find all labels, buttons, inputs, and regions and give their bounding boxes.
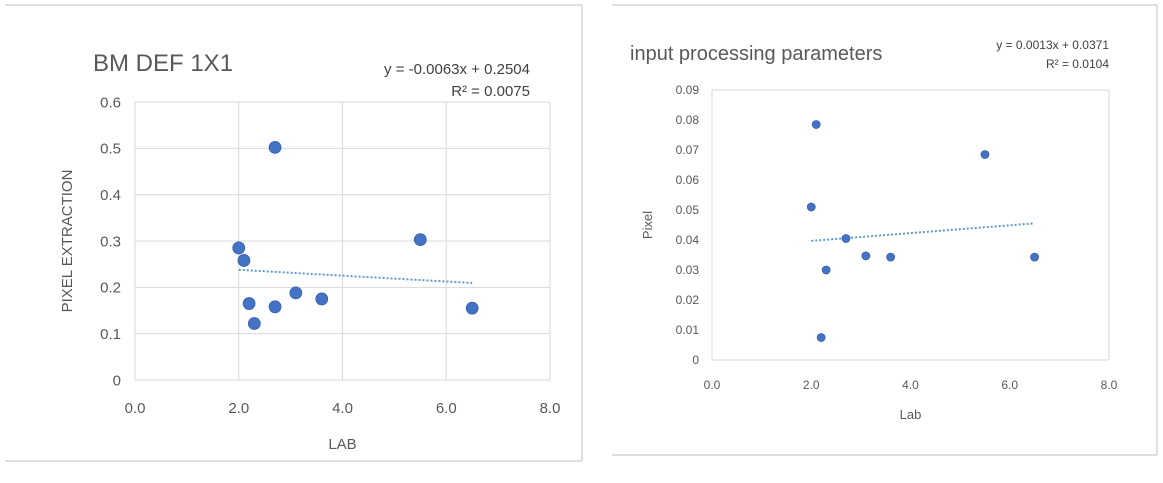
data-point bbox=[247, 317, 261, 330]
x-tick-label: 2.0 bbox=[228, 400, 249, 417]
trendline-equation: y = -0.0063x + 0.2504 bbox=[384, 61, 530, 78]
x-tick-label: 0.0 bbox=[704, 378, 721, 392]
x-tick-label: 6.0 bbox=[1001, 378, 1018, 392]
data-point bbox=[268, 141, 282, 154]
data-point bbox=[315, 292, 329, 306]
scatter-chart-input-processing: 0 0.01 0.02 0.03 0.04 0.05 0.06 0.07 0.08 0.09 0.0… bbox=[612, 4, 1158, 456]
data-point bbox=[816, 333, 826, 342]
y-tick-label: 0.5 bbox=[100, 141, 121, 158]
data-point bbox=[841, 234, 851, 243]
trendline-r-squared: R² = 0.0104 bbox=[1046, 57, 1109, 71]
y-tick-label: 0.02 bbox=[676, 293, 700, 307]
y-tick-label: 0.6 bbox=[100, 94, 121, 111]
data-point bbox=[886, 252, 896, 262]
y-tick-label: 0.01 bbox=[676, 323, 700, 337]
y-tick-label: 0.04 bbox=[676, 233, 700, 247]
y-tick-label: 0.2 bbox=[100, 280, 121, 297]
data-point bbox=[465, 301, 479, 315]
data-point bbox=[811, 120, 821, 129]
y-tick-label: 0.4 bbox=[100, 187, 121, 204]
y-axis-title: PIXEL EXTRACTION bbox=[59, 170, 76, 313]
data-point bbox=[232, 241, 246, 255]
data-point bbox=[806, 202, 816, 212]
x-tick-label: 8.0 bbox=[540, 400, 561, 417]
data-point bbox=[242, 297, 256, 310]
x-tick-label: 2.0 bbox=[803, 378, 820, 392]
data-point bbox=[980, 150, 990, 159]
y-tick-label: 0.05 bbox=[676, 203, 700, 217]
x-tick-label: 4.0 bbox=[332, 400, 353, 417]
x-tick-label: 0.0 bbox=[125, 400, 146, 417]
y-tick-label: 0.03 bbox=[676, 263, 700, 277]
chart-title: input processing parameters bbox=[630, 43, 882, 65]
data-point bbox=[237, 254, 251, 267]
y-tick-label: 0.1 bbox=[100, 326, 121, 343]
data-point bbox=[289, 286, 303, 300]
y-tick-label: 0.08 bbox=[676, 113, 700, 127]
scatter-chart-bm-def: 0 0.1 0.2 0.3 0.4 0.5 0.6 0.0 2.0 4.0 6.0 8.0 BM DEF… bbox=[5, 4, 583, 462]
x-tick-label: 8.0 bbox=[1101, 378, 1118, 392]
y-tick-label: 0.09 bbox=[676, 83, 700, 97]
trendline bbox=[238, 268, 473, 284]
x-tick-label: 4.0 bbox=[902, 378, 919, 392]
data-point bbox=[861, 251, 871, 261]
y-tick-label: 0.07 bbox=[676, 143, 700, 157]
x-axis-title: LAB bbox=[328, 436, 356, 453]
x-tick-label: 6.0 bbox=[436, 400, 457, 417]
y-tick-label: 0.3 bbox=[100, 233, 121, 250]
trendline-equation: y = 0.0013x + 0.0371 bbox=[996, 38, 1109, 52]
data-point bbox=[413, 233, 427, 247]
y-tick-label: 0.06 bbox=[676, 173, 700, 187]
y-tick-label: 0 bbox=[692, 353, 699, 367]
trendline-r-squared: R² = 0.0075 bbox=[451, 83, 530, 100]
data-point bbox=[1030, 252, 1039, 262]
y-tick-label: 0 bbox=[113, 372, 121, 389]
data-point bbox=[268, 300, 282, 314]
data-point bbox=[821, 265, 831, 275]
chart-panel-bm-def[interactable]: 0 0.1 0.2 0.3 0.4 0.5 0.6 0.0 2.0 4.0 6.0 8.0 BM DEF… bbox=[5, 4, 583, 462]
chart-title: BM DEF 1X1 bbox=[93, 50, 233, 77]
chart-panel-input-processing[interactable]: 0 0.01 0.02 0.03 0.04 0.05 0.06 0.07 0.08 0.09 0.0… bbox=[612, 4, 1158, 456]
x-axis-title: Lab bbox=[900, 407, 922, 422]
y-axis-title: Pixel bbox=[640, 211, 655, 239]
